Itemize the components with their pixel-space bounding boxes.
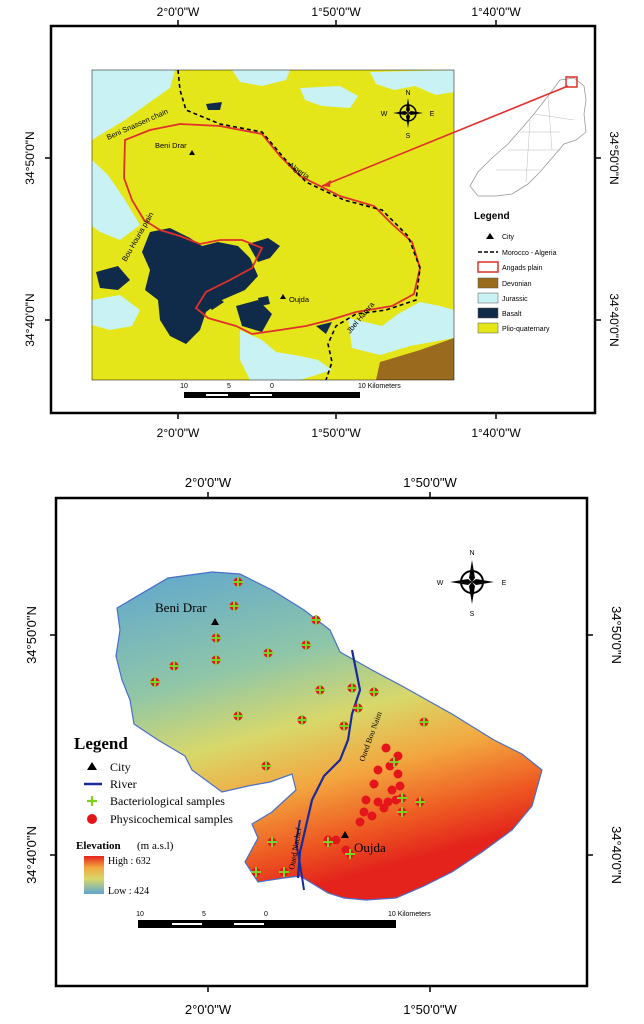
legend1-title: Legend [474,211,510,222]
bottom-tick-1: 2°0'0"W [157,426,200,440]
devonian-area [376,338,454,380]
legend2-city-icon [87,762,97,770]
compass-s: S [406,133,411,140]
legend-map1: Legend City Morocco - Algeria Angads pla… [474,211,557,334]
legend-map2: Legend City River Bacteriological sample… [74,734,233,897]
legend2-elevation-unit: (m a.s.l) [137,840,174,852]
geology-map: 2°0'0"W 1°50'0"W 1°40'0"W 2°0'0"W 1°50'0… [23,5,621,440]
label-beni-drar-1: Beni Drar [155,141,187,150]
jurassic-areas [92,70,454,380]
scale-bar-1: 10 5 0 10 Kilometers [180,383,401,398]
legend1-city-icon [486,233,494,239]
city-oujda-2 [341,831,349,838]
legend1-devonian: Devonian [502,281,532,288]
inset-arrow [321,85,569,187]
bottom-tick-3: 1°40'0"W [471,426,521,440]
m2-top-tick-2: 1°50'0"W [403,475,457,490]
scale2-5: 5 [202,911,206,918]
label-beni-drar-2: Beni Drar [155,600,207,615]
m2-left-tick-2: 34°40'0"N [24,826,39,884]
legend2-bacterio: Bacteriological samples [110,794,225,808]
river-oued-nachef [294,819,305,891]
bottom-tick-2: 1°50'0"W [311,426,361,440]
legend2-gradient [84,856,104,894]
legend2-elevation: Elevation [76,840,121,852]
top-tick-1: 2°0'0"W [157,5,200,19]
legend2-low: Low : 424 [108,886,149,897]
m2-bottom-tick-2: 1°50'0"W [403,1002,457,1017]
scale1-0: 0 [270,383,274,390]
compass-icon: N S W E [381,90,435,140]
right-tick-1: 34°50'0"N [607,131,621,184]
legend2-title: Legend [74,734,128,753]
legend1-basalt: Basalt [502,311,522,318]
label-oujda-1: Oujda [289,295,310,304]
scale2-0: 0 [264,911,268,918]
compass2-n: N [469,550,474,557]
scale-bar-2: 10 5 0 10 Kilometers [136,911,431,928]
scale1-5: 5 [227,383,231,390]
left-tick-2: 34°40'0"N [23,293,37,346]
compass-e: E [430,111,435,118]
compass2-w: W [437,580,444,587]
right-tick-2: 34°40'0"N [607,293,621,346]
legend1-jurassic: Jurassic [502,296,528,303]
morocco-inset-map [469,76,587,197]
elevation-area [115,571,543,901]
compass-n: N [405,90,410,97]
city-oujda-1 [280,294,286,299]
legend1-angads: Angads plain [502,265,543,272]
legend2-plus-icon [87,796,97,806]
scale2-10: 10 [136,911,144,918]
legend2-dot-icon [87,814,97,824]
compass2-e: E [502,580,507,587]
legend2-city: City [110,760,131,774]
legend2-high: High : 632 [108,856,151,867]
m2-right-tick-1: 34°50'0"N [609,606,624,664]
scale2-km: 10 Kilometers [388,911,431,918]
m2-bottom-tick-1: 2°0'0"W [185,1002,232,1017]
bacteriological-samples [150,577,429,877]
geology-raster [92,70,454,380]
morocco-algeria-border [177,70,421,380]
scale1-km: 10 Kilometers [358,383,401,390]
legend1-border: Morocco - Algeria [502,250,557,257]
top-tick-2: 1°50'0"W [311,5,361,19]
scale1-10: 10 [180,383,188,390]
left-tick-1: 34°50'0"N [23,131,37,184]
m2-left-tick-1: 34°50'0"N [24,606,39,664]
river-oued-bou-naim [296,649,362,879]
city-beni-drar-2 [211,618,219,625]
legend1-city: City [502,234,515,241]
legend2-physico: Physicochemical samples [110,812,233,826]
compass-w: W [381,111,388,118]
legend1-plio: Plio-quaternary [502,326,550,333]
city-beni-drar-1 [189,150,195,155]
label-oujda-2: Oujda [354,840,386,855]
m2-top-tick-1: 2°0'0"W [185,475,232,490]
compass-icon-2: N S W E [437,550,507,618]
m2-right-tick-2: 34°40'0"N [609,826,624,884]
compass2-s: S [470,611,475,618]
elevation-map: 2°0'0"W 1°50'0"W 2°0'0"W 1°50'0"W 34°50'… [24,475,624,1017]
top-tick-3: 1°40'0"W [471,5,521,19]
basalt-areas [96,102,332,344]
legend2-river: River [110,777,137,791]
